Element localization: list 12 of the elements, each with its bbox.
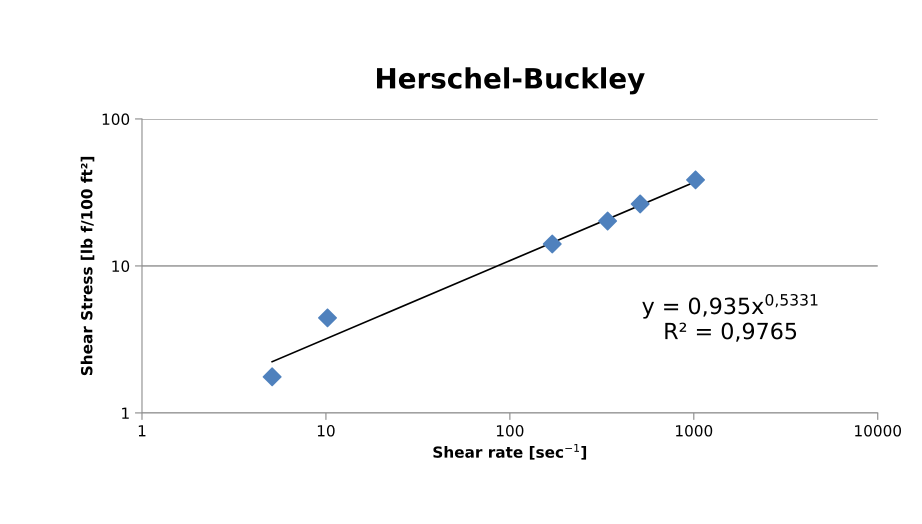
annotation: y = 0,935x$^{0,5331}$ R² = 0,9765 [642,294,818,342]
x-tick-label: 1000 [676,424,712,437]
x-tick-label: 100 [496,424,524,437]
x-tick-label: 10000 [855,424,902,437]
x-tick-label: 1 [138,425,146,436]
x-axis-title: Shear rate [sec$^{−1}$] [433,444,586,460]
y-tick-label: 1 [122,408,129,419]
y-axis-title: Shear Stress [lb f/100 ft²] [80,156,94,376]
y-tick-label: 100 [102,113,130,125]
x-tick-label: 10 [318,424,335,437]
chart-title: Herschel-Buckley [377,67,645,94]
y-tick-label: 10 [112,260,130,272]
